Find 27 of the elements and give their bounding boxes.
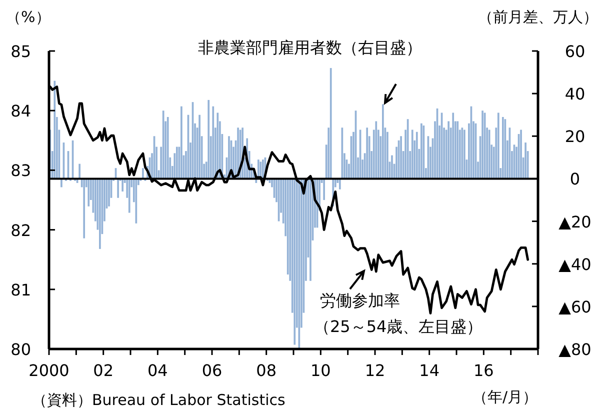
x-tick-label: 12 — [364, 361, 386, 380]
y-axis-title: （%） — [6, 8, 50, 26]
x-tick-label: 02 — [93, 361, 114, 380]
y-tick-label: 80 — [10, 340, 31, 359]
y2-tick-label: 40 — [564, 84, 586, 104]
y2-tick-label: 20 — [564, 127, 586, 146]
x-tick-label: 04 — [147, 361, 168, 380]
y2-tick-label: ▲60 — [558, 297, 592, 316]
x-tick-label: 06 — [202, 361, 222, 380]
x-tick-label: 10 — [310, 361, 331, 380]
x-tick-label: 14 — [419, 361, 440, 380]
x-tick-label: 2000 — [28, 361, 70, 380]
y-tick-label: 85 — [10, 42, 31, 61]
x-tick-label: 16 — [473, 361, 494, 380]
y-tick-label: 82 — [10, 220, 31, 240]
y-tick-label: 83 — [10, 161, 31, 180]
y2-tick-label: ▲40 — [558, 254, 592, 274]
x-axis-title: （年/月） — [472, 388, 538, 406]
y-tick-label: 81 — [10, 280, 31, 300]
y2-tick-label: 60 — [564, 42, 586, 61]
y2-tick-label: ▲20 — [558, 212, 592, 232]
y2-tick-label: 0 — [570, 170, 580, 189]
y2-axis-title: （前月差、万人） — [478, 8, 598, 26]
text: （資料）Bureau of Labor Statistics — [32, 391, 286, 409]
x-tick-label: 08 — [256, 361, 277, 380]
y2-tick-label: ▲80 — [558, 340, 592, 359]
y-tick-label: 84 — [10, 102, 31, 121]
